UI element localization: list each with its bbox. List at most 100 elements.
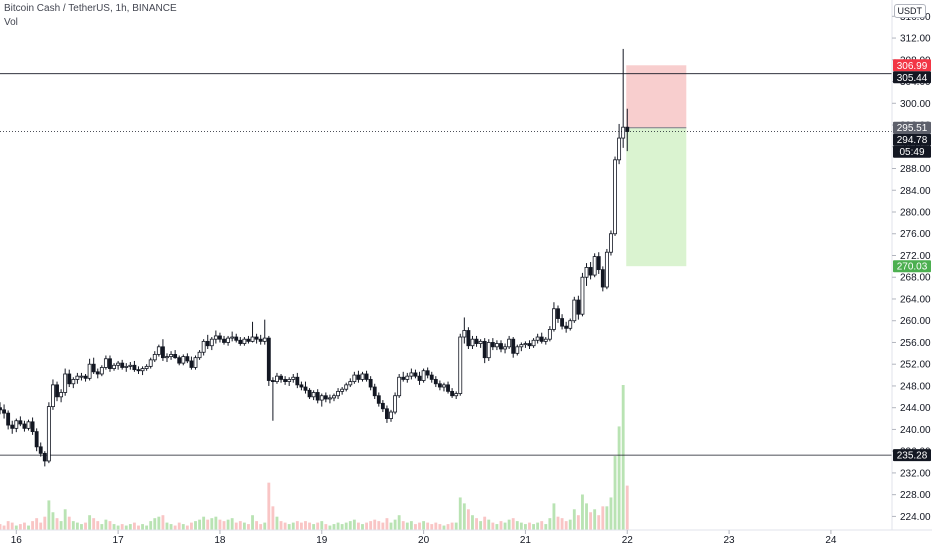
volume-indicator-label[interactable]: Vol [4,17,18,28]
volume-bar [426,522,430,530]
candle-down [437,383,442,388]
x-tick-label: 24 [825,535,837,546]
volume-bar [88,515,92,530]
volume-bar [430,524,434,530]
candle-up [63,373,68,393]
candle-down [450,390,455,397]
symbol-title[interactable]: Bitcoin Cash / TetherUS, 1h, BINANCE [4,3,177,14]
candle-up [519,344,524,348]
candle-up [494,343,499,348]
volume-bar [165,522,169,530]
volume-bar [483,516,487,530]
candle-up [226,337,231,343]
candle-up [14,420,19,429]
candle-up [213,335,218,340]
candle-down [2,409,7,414]
y-tick-label: 232.00 [900,468,931,479]
candle-up [470,338,475,347]
y-tick-label: 300.00 [900,99,931,110]
volume-bar [173,525,177,530]
volume-bar [149,521,153,530]
volume-bar [458,497,462,530]
volume-bar [267,482,271,530]
candle-down [511,338,516,354]
volume-bar [511,518,515,530]
volume-bar [487,519,491,530]
volume-bar [181,524,185,530]
volume-bar [31,521,35,530]
volume-bar [0,524,2,530]
volume-bar [499,521,503,530]
candle-down [625,126,630,132]
volume-bar [214,516,218,530]
volume-bar [617,426,621,530]
y-tick-label: 272.00 [900,251,931,262]
candle-up [352,374,357,383]
volume-bar [357,522,360,530]
volume-bar [80,524,83,530]
candle-up [535,336,540,341]
candle-down [413,372,418,377]
volume-bar [597,515,601,530]
volume-bar [523,524,527,530]
y-tick-label: 280.00 [900,208,931,219]
candle-down [238,339,243,344]
candle-down [83,375,88,379]
candle-up [124,365,129,368]
candle-up [621,126,626,139]
volume-bar [503,522,507,530]
horizontal-lines[interactable] [0,73,892,456]
volume-bar [560,518,564,530]
candle-up [543,338,548,342]
volume-bar [226,519,230,530]
x-tick-label: 19 [316,535,328,546]
volume-bar [299,522,303,530]
volume-bar [332,524,336,530]
candle-down [30,421,35,433]
price-tag: 295.51 [893,121,931,134]
take-profit-zone[interactable] [626,127,687,267]
volume-bar [519,522,523,530]
volume-bar [454,522,458,530]
candle-up [332,395,336,399]
volume-bar [291,522,295,530]
candle-down [446,384,450,392]
volume-bar [475,518,478,530]
y-tick-label: 264.00 [900,294,931,305]
candle-down [254,336,259,340]
volume-bar [185,525,189,530]
volume-bar [271,506,275,530]
volume-bar [609,497,613,530]
candle-up [275,375,279,382]
candle-down [42,452,47,462]
volume-bar [96,521,100,530]
volume-bar [263,522,267,530]
volume-bar [137,525,140,530]
stop-loss-zone[interactable] [626,65,687,128]
volume-bar [51,512,55,530]
currency-button[interactable]: USDT [893,4,926,18]
candle-down [246,338,251,342]
candle-up [319,395,324,401]
volume-bar [55,518,59,530]
candle-up [87,363,92,379]
volume-bar [279,521,283,530]
candle-up [486,342,491,359]
price-tag-label: 306.99 [897,61,928,72]
volume-bar [405,522,409,530]
volume-bar [324,524,328,530]
short-position-tool[interactable] [626,65,687,267]
candle-down [234,336,239,341]
candle-down [299,384,304,388]
candle-up [197,351,202,359]
volume-bar [275,516,279,530]
volume-bar [369,521,373,530]
candle-down [10,424,15,429]
candle-down [6,412,11,426]
candle-up [340,388,345,392]
volume-bar [206,519,210,530]
volume-bar [389,522,393,530]
